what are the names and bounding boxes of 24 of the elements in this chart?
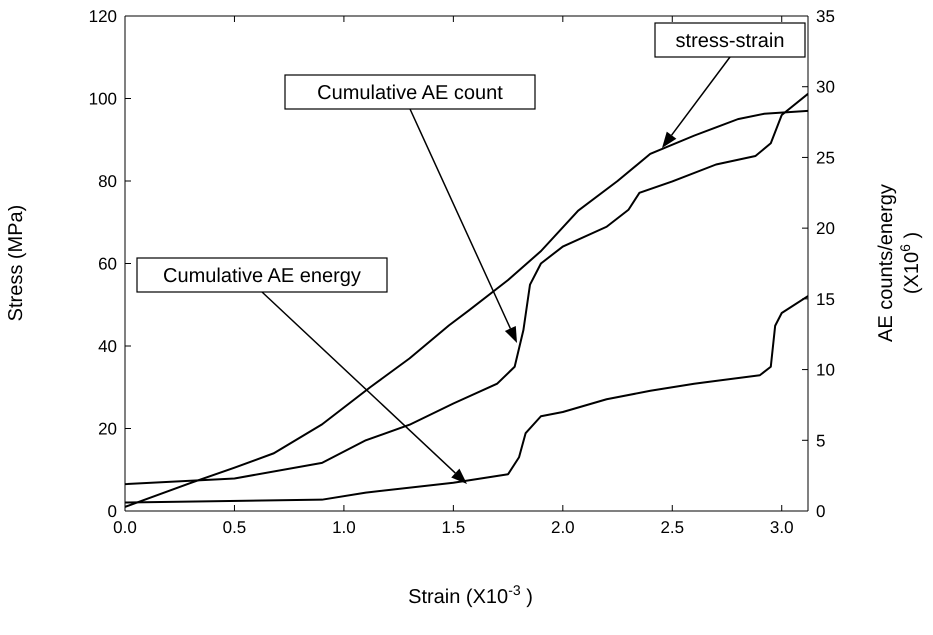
annotation: Cumulative AE energy [163, 265, 361, 287]
x-tick-label: 2.0 [551, 518, 575, 538]
y2-tick-label: 25 [816, 148, 835, 168]
x-tick-label: 2.5 [660, 518, 684, 538]
y-tick-label: 60 [98, 254, 117, 274]
y2-tick-label: 10 [816, 360, 835, 380]
x-tick-label: 1.5 [442, 518, 466, 538]
y-tick-label: 120 [88, 7, 117, 26]
x-tick-label: 3.0 [770, 518, 794, 538]
y-tick-label: 100 [88, 90, 117, 109]
y-tick-label: 40 [98, 337, 117, 356]
x-tick-label: 0.5 [222, 518, 246, 538]
y-tick-label: 80 [98, 172, 117, 192]
y2-tick-label: 30 [816, 78, 835, 97]
y2-tick-label: 20 [816, 219, 835, 238]
y2-tick-label: 5 [816, 431, 826, 450]
y2-tick-label: 0 [816, 502, 826, 522]
y-tick-label: 20 [98, 420, 117, 439]
x-axis-title: Strain (X10$^{-3}$) [408, 582, 533, 608]
x-tick-label: 1.0 [332, 518, 356, 538]
annotation: stress-strain [676, 30, 784, 52]
annotation: Cumulative AE count [317, 82, 504, 104]
y2-tick-label: 15 [816, 290, 835, 309]
y2-tick-label: 35 [816, 7, 835, 26]
